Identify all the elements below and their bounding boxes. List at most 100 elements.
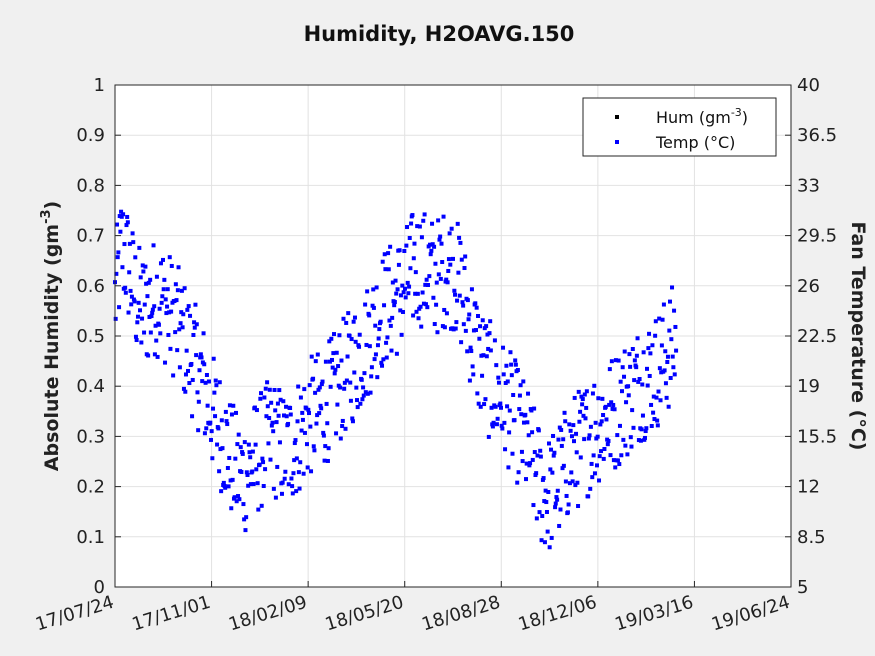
data-point [392, 303, 397, 308]
data-point [521, 420, 526, 425]
right-tick-label: 15.5 [797, 426, 837, 447]
data-point [423, 282, 428, 287]
data-point [179, 288, 184, 293]
data-point [373, 352, 378, 357]
data-point [576, 504, 581, 509]
data-point [442, 325, 447, 330]
data-point [169, 263, 174, 268]
data-point [212, 390, 217, 395]
data-point [190, 377, 195, 382]
data-point [182, 286, 187, 291]
data-point [626, 384, 631, 389]
data-point [625, 452, 630, 457]
data-point [481, 353, 486, 358]
data-point [204, 372, 209, 377]
data-point [607, 402, 612, 407]
data-point [484, 324, 489, 329]
data-point [569, 470, 574, 475]
data-point [568, 428, 573, 433]
data-point [458, 240, 463, 245]
data-point [226, 484, 231, 489]
data-point [561, 463, 566, 468]
data-point [626, 393, 631, 398]
data-point [270, 420, 275, 425]
data-point [454, 320, 459, 325]
data-point [262, 395, 267, 400]
left-axis-ticks: 0 0.1 0.2 0.3 0.4 0.5 0.6 0.7 0.8 0.9 1 [76, 75, 121, 598]
data-point [488, 348, 493, 353]
data-point [622, 374, 627, 379]
data-point [459, 340, 464, 345]
data-point [196, 428, 201, 433]
data-point [273, 408, 278, 413]
data-point [146, 353, 151, 358]
data-point [396, 262, 401, 267]
data-point [609, 400, 614, 405]
data-point [133, 334, 138, 339]
data-point [413, 291, 418, 296]
data-point [597, 478, 602, 483]
data-point [490, 424, 495, 429]
data-point [338, 436, 343, 441]
data-point [123, 285, 128, 290]
data-point [251, 482, 256, 487]
data-point [515, 367, 520, 372]
data-point [243, 528, 248, 533]
data-point [402, 248, 407, 253]
data-point [394, 291, 399, 296]
data-point [333, 367, 338, 372]
data-point [169, 309, 174, 314]
data-point [582, 392, 587, 397]
data-point [133, 255, 138, 260]
data-point [365, 289, 370, 294]
data-point [531, 503, 536, 508]
data-point [418, 304, 423, 309]
data-point [436, 218, 441, 223]
data-point [148, 277, 153, 282]
data-point [180, 325, 185, 330]
data-point [543, 488, 548, 493]
data-point [317, 411, 322, 416]
data-point [290, 484, 295, 489]
data-point [175, 348, 180, 353]
data-point [551, 433, 556, 438]
x-tick-label: 18/02/09 [226, 592, 309, 636]
data-point [211, 406, 216, 411]
data-point [219, 489, 224, 494]
data-point [142, 330, 147, 335]
data-point [163, 297, 168, 302]
data-point [409, 221, 414, 226]
data-point [373, 323, 378, 328]
data-point [313, 390, 318, 395]
data-point [659, 343, 664, 348]
data-point [278, 397, 283, 402]
data-point [513, 362, 518, 367]
data-point [198, 352, 203, 357]
left-tick-label: 0.6 [76, 276, 105, 297]
data-point [245, 472, 250, 477]
data-point [234, 410, 239, 415]
data-point [581, 413, 586, 418]
data-point [239, 469, 244, 474]
data-point [248, 482, 253, 487]
data-point [143, 264, 148, 269]
data-point [319, 406, 324, 411]
data-point [162, 277, 167, 282]
data-point [447, 231, 452, 236]
data-point [286, 421, 291, 426]
left-tick-label: 0.1 [76, 527, 105, 548]
data-point [167, 255, 172, 260]
data-point [382, 303, 387, 308]
data-point [359, 377, 364, 382]
data-point [382, 252, 387, 257]
data-point [113, 316, 118, 321]
data-point [323, 444, 328, 449]
data-point [430, 242, 435, 247]
data-point [428, 242, 433, 247]
data-point [654, 395, 659, 400]
data-point [431, 295, 436, 300]
data-point [662, 368, 667, 373]
data-point [571, 423, 576, 428]
data-point [296, 384, 301, 389]
data-point [254, 467, 259, 472]
